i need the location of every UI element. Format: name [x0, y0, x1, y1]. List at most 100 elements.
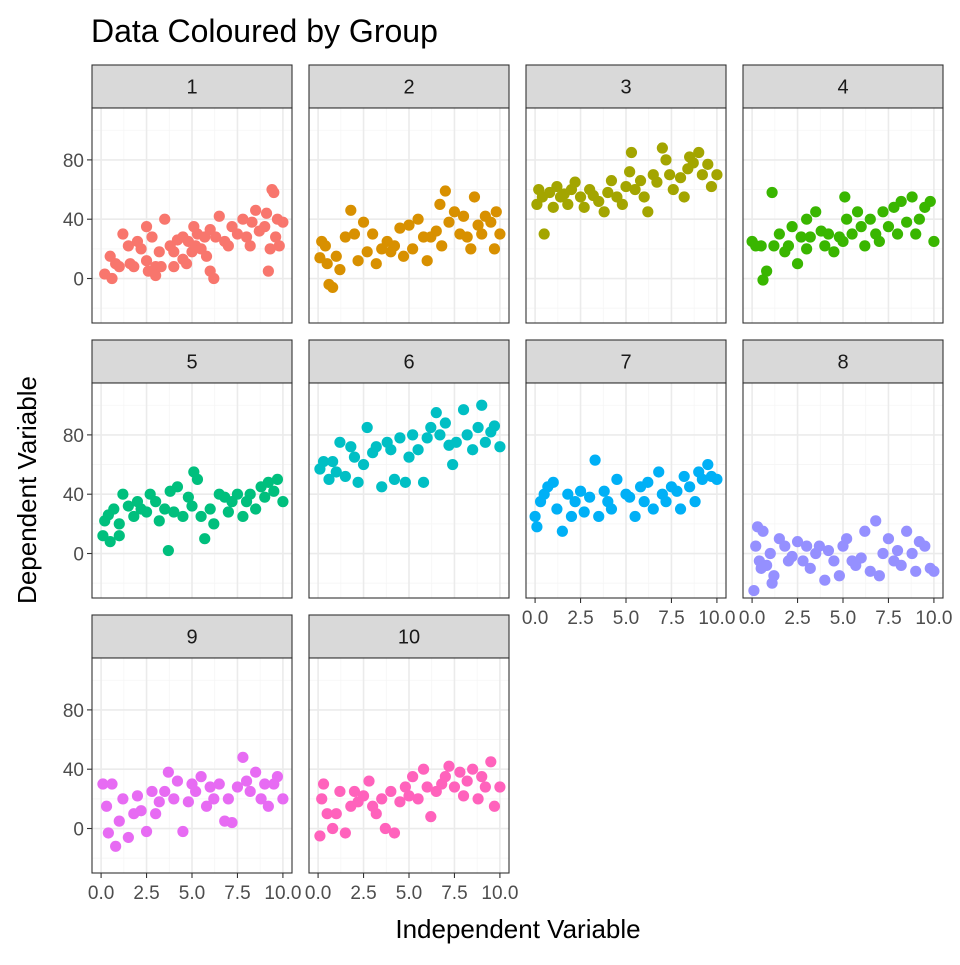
data-point	[199, 533, 211, 545]
facet-panel-4: 4	[742, 64, 944, 324]
data-point	[584, 491, 596, 503]
data-point	[250, 503, 262, 515]
data-point	[246, 216, 258, 228]
data-point	[556, 525, 568, 537]
data-point	[237, 510, 249, 523]
data-point	[385, 444, 397, 456]
data-point	[180, 258, 193, 270]
data-point	[153, 515, 165, 527]
facet-strip	[742, 339, 944, 384]
x-tick-label: 2.5	[567, 608, 593, 629]
data-point	[117, 793, 129, 805]
data-point	[162, 544, 174, 557]
data-point	[711, 473, 723, 485]
data-point	[841, 213, 853, 225]
data-point	[485, 756, 497, 768]
data-point	[412, 793, 424, 805]
data-point	[786, 550, 798, 563]
panel-border	[308, 382, 510, 599]
data-point	[168, 793, 180, 805]
panel-border	[91, 382, 293, 599]
data-point	[696, 169, 708, 181]
data-point	[330, 250, 342, 262]
data-point	[494, 781, 506, 793]
data-point	[467, 444, 479, 456]
data-point	[461, 775, 473, 787]
data-point	[110, 840, 122, 852]
data-point	[357, 790, 370, 802]
data-point	[870, 515, 882, 527]
data-point	[443, 760, 455, 772]
x-tick-label: 5.0	[179, 883, 205, 904]
data-point	[479, 781, 491, 793]
data-point	[664, 169, 676, 181]
data-point	[334, 264, 346, 276]
y-axis-title: Dependent Variable	[12, 376, 42, 604]
data-point	[828, 246, 840, 258]
data-point	[430, 407, 442, 419]
data-point	[339, 470, 351, 483]
x-tick-label: 10.0	[481, 883, 518, 904]
data-point	[906, 547, 918, 560]
data-point	[222, 506, 234, 518]
data-point	[277, 216, 289, 228]
data-point	[813, 540, 825, 552]
data-point	[231, 781, 244, 793]
x-tick-label: 0.0	[88, 883, 114, 904]
data-point	[334, 436, 346, 448]
facet-strip-label: 6	[403, 352, 414, 374]
data-point	[837, 235, 849, 248]
data-point	[264, 243, 276, 255]
data-point	[642, 476, 654, 488]
data-point	[864, 565, 876, 577]
data-point	[472, 793, 484, 805]
data-point	[910, 565, 922, 577]
data-point	[222, 240, 234, 252]
data-point	[757, 525, 769, 537]
facet-strip-label: 3	[620, 77, 631, 99]
data-point	[651, 176, 663, 188]
facet-panel-8: 8 0.0 2.5 5.0 7.5 10.0	[739, 339, 952, 629]
data-point	[334, 785, 346, 798]
data-point	[851, 206, 864, 218]
data-point	[168, 506, 180, 518]
data-point	[122, 831, 134, 844]
data-point	[833, 570, 845, 582]
x-tick-label: 2.5	[133, 883, 159, 904]
y-tick-label: 0	[73, 820, 84, 841]
data-point	[135, 805, 147, 817]
data-point	[574, 485, 587, 497]
data-point	[259, 221, 271, 233]
data-point	[273, 240, 285, 252]
x-tick-label: 5.0	[613, 608, 639, 629]
data-point	[153, 246, 165, 258]
data-point	[177, 510, 189, 523]
data-point	[624, 491, 636, 503]
data-point	[901, 525, 913, 537]
data-point	[186, 500, 198, 512]
data-point	[348, 451, 361, 463]
data-point	[316, 793, 328, 805]
data-point	[873, 570, 885, 582]
data-point	[547, 201, 559, 213]
data-point	[764, 547, 776, 560]
data-point	[146, 785, 158, 798]
data-point	[195, 510, 207, 523]
data-point	[385, 785, 397, 798]
data-point	[394, 222, 406, 234]
data-point	[882, 533, 895, 545]
data-point	[653, 466, 665, 478]
facet-strip-label: 2	[403, 77, 414, 99]
data-point	[687, 157, 699, 169]
facet-strip-label: 10	[398, 627, 420, 649]
data-point	[562, 198, 574, 210]
data-point	[660, 154, 672, 166]
data-point	[113, 261, 125, 273]
data-point	[240, 775, 253, 787]
data-point	[457, 210, 470, 222]
data-point	[240, 231, 253, 243]
data-point	[244, 488, 256, 500]
data-point	[262, 800, 274, 812]
panel-border	[91, 107, 293, 324]
x-tick-label: 0.0	[739, 608, 765, 629]
